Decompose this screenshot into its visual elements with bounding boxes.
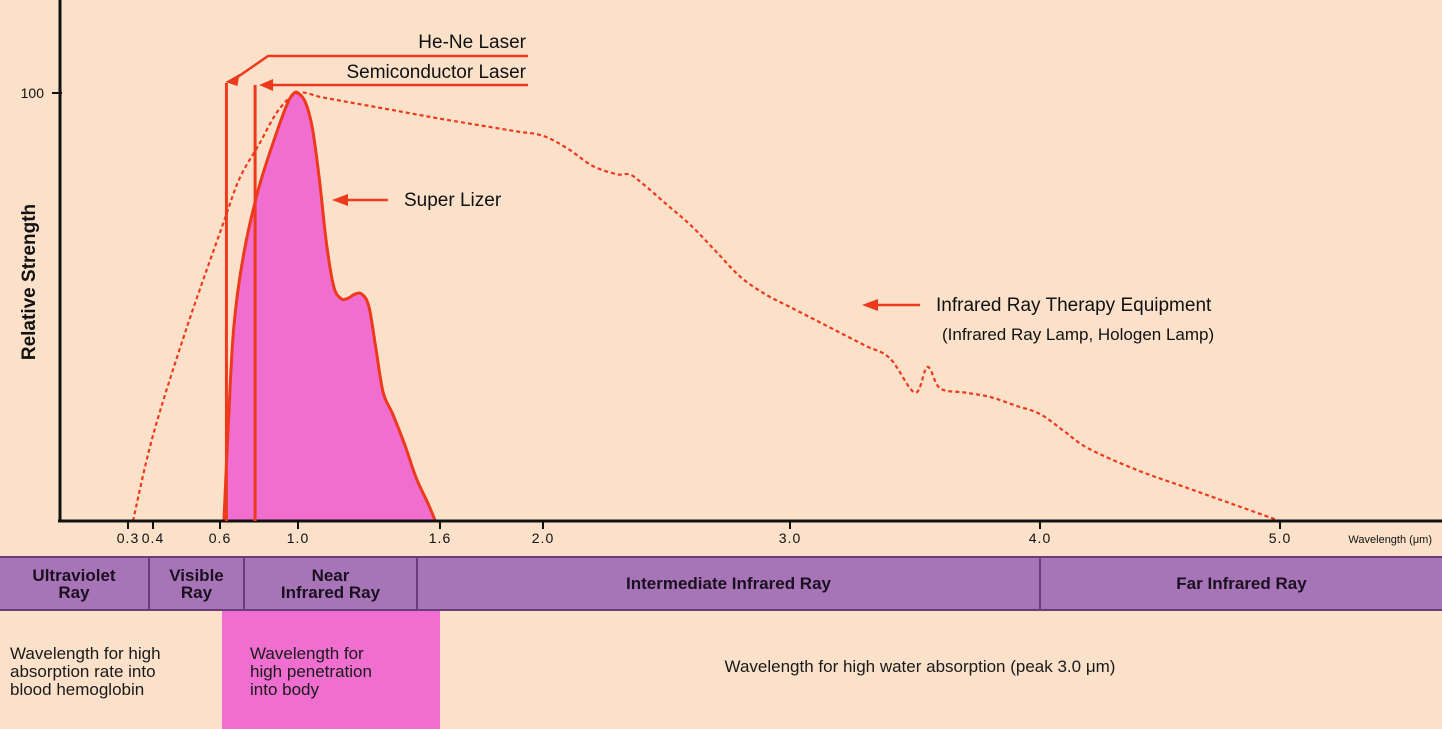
- band-row: Ultraviolet Ray Visible Ray Near Infrared R…: [0, 556, 1442, 611]
- callout-arrow-he-ne: [225, 74, 240, 86]
- series-super-lizer-fill: [223, 91, 436, 521]
- super-lizer-label: Super Lizer: [404, 190, 502, 211]
- x-tick-label-1: 0.4: [142, 530, 164, 546]
- callout-arrow-infrared: [862, 299, 878, 311]
- band-near-infrared: Near Infrared Ray: [245, 558, 418, 609]
- y-tick-label-0: 100: [21, 85, 45, 101]
- note-water-absorption: Wavelength for high water absorption (pe…: [724, 657, 1116, 676]
- infrared-equipment-label: Infrared Ray Therapy Equipment: [936, 295, 1212, 316]
- note-hemoglobin: Wavelength for high absorption rate into…: [10, 644, 161, 699]
- callout-he-ne: [229, 54, 528, 84]
- x-axis-label: Wavelength (μm): [1348, 534, 1432, 546]
- infrared-equipment-sublabel: (Infrared Ray Lamp, Hologen Lamp): [942, 325, 1214, 344]
- band-visible: Visible Ray: [150, 558, 245, 609]
- x-tick-label-3: 1.0: [287, 530, 309, 546]
- x-tick-label-8: 5.0: [1269, 530, 1291, 546]
- x-tick-label-2: 0.6: [209, 530, 231, 546]
- he-ne-laser-label: He-Ne Laser: [418, 32, 526, 53]
- callout-arrow-semiconductor: [259, 79, 274, 91]
- x-tick-label-0: 0.3: [117, 530, 139, 546]
- x-tick-label-6: 3.0: [779, 530, 801, 546]
- band-intermediate-infrared: Intermediate Infrared Ray: [418, 558, 1041, 609]
- x-tick-label-7: 4.0: [1029, 530, 1051, 546]
- series-super-lizer-line: [222, 90, 437, 522]
- x-tick-label-4: 1.6: [429, 530, 451, 546]
- notes-row: Wavelength for high absorption rate into…: [0, 611, 1442, 729]
- callout-arrow-super-lizer: [332, 194, 348, 206]
- semiconductor-laser-label: Semiconductor Laser: [346, 62, 526, 83]
- band-far-infrared: Far Infrared Ray: [1176, 574, 1307, 593]
- spectrum-chart: 100 0.3 0.4 0.6 1.0 1.6 2.0 3.0 4.0 5.0 Wavelength…: [21, 0, 1442, 546]
- band-ultraviolet: Ultraviolet Ray: [0, 558, 150, 609]
- y-axis-label: Relative Strength: [19, 203, 40, 361]
- series-infrared-dotted-line: [131, 91, 1281, 523]
- x-tick-label-5: 2.0: [532, 530, 554, 546]
- note-penetration: Wavelength for high penetration into bod…: [222, 611, 440, 729]
